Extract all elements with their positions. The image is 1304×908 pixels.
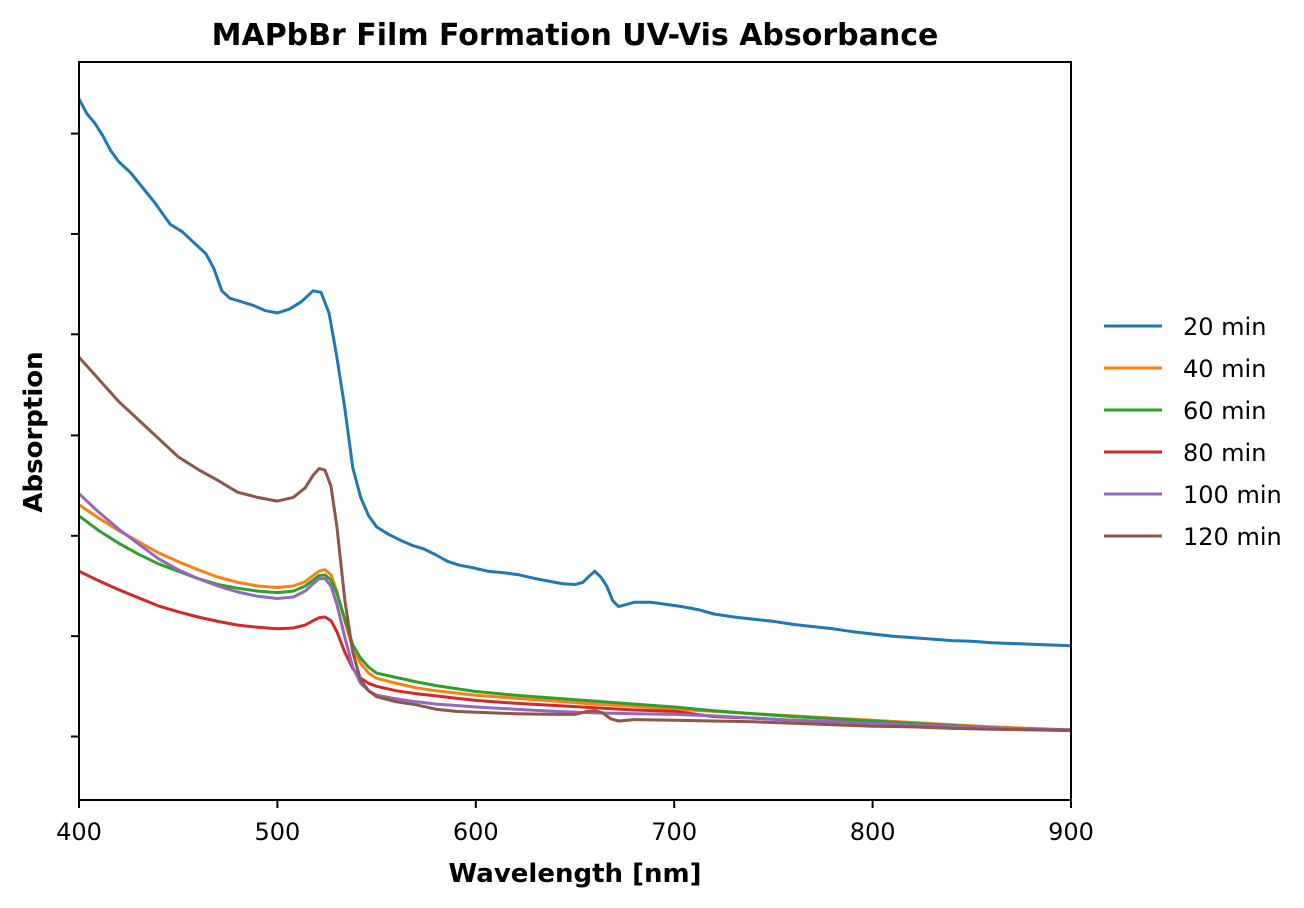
legend-label-6: 120 min	[1183, 523, 1282, 551]
plot-area: 400 500 600 700 800 900	[56, 61, 1094, 846]
x-axis-label: Wavelength [nm]	[449, 859, 702, 889]
legend-item-3: 60 min	[1104, 397, 1266, 425]
y-axis-label: Absorption	[19, 351, 49, 512]
legend-item-6: 120 min	[1104, 523, 1282, 551]
series-line-1	[79, 96, 1071, 648]
x-tick-label-1: 400	[56, 818, 102, 846]
x-tick-label-2: 500	[254, 818, 300, 846]
legend-label-2: 40 min	[1183, 355, 1266, 383]
series-line-5	[79, 491, 1071, 732]
legend-label-3: 60 min	[1183, 397, 1266, 425]
legend-label-4: 80 min	[1183, 439, 1266, 467]
series-line-2	[79, 502, 1071, 732]
plot-frame	[78, 61, 1072, 801]
legend: 20 min 40 min 60 min 80 min 100 min 120 min	[1104, 313, 1282, 551]
series-line-6	[79, 355, 1071, 733]
legend-item-1: 20 min	[1104, 313, 1266, 341]
legend-label-5: 100 min	[1183, 481, 1282, 509]
x-tick-label-5: 800	[850, 818, 896, 846]
legend-item-2: 40 min	[1104, 355, 1266, 383]
x-tick-label-4: 700	[651, 818, 697, 846]
x-tick-label-6: 900	[1048, 818, 1094, 846]
legend-label-1: 20 min	[1183, 313, 1266, 341]
legend-item-5: 100 min	[1104, 481, 1282, 509]
series-line-4	[79, 569, 1071, 732]
x-tick-label-3: 600	[453, 818, 499, 846]
series-lines	[79, 96, 1071, 733]
chart-title: MAPbBr Film Formation UV-Vis Absorbance	[212, 18, 939, 53]
legend-item-4: 80 min	[1104, 439, 1266, 467]
